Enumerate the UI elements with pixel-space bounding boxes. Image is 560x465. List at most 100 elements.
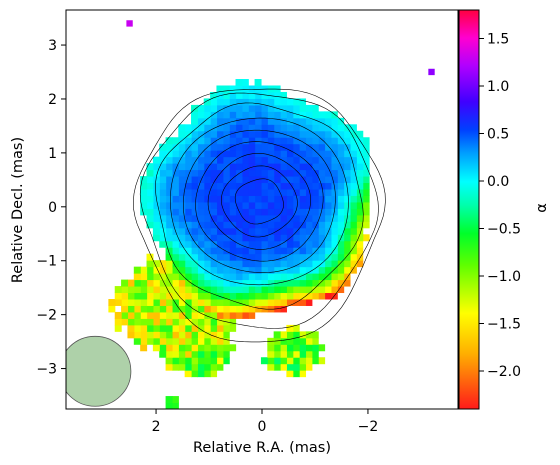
map-pixel [356,247,364,255]
map-pixel [273,150,281,158]
map-pixel [229,227,237,235]
map-pixel [286,189,294,196]
map-pixel [248,137,256,145]
map-pixel [273,273,281,281]
map-pixel [273,337,281,345]
map-pixel [248,201,256,209]
map-pixel [248,253,256,261]
map-pixel [292,189,300,196]
map-pixel [178,292,186,300]
map-pixel [324,130,332,138]
map-pixel [133,266,141,274]
map-pixel [337,279,345,287]
map-pixel [191,201,198,209]
map-pixel [178,363,186,371]
map-pixel [229,253,237,261]
map-pixel [356,227,364,235]
map-pixel [203,363,211,371]
map-pixel [197,305,205,313]
map-pixel [235,182,243,190]
map-pixel [299,266,307,274]
map-pixel [299,201,307,209]
map-pixel [267,208,275,216]
map-pixel [216,273,224,281]
map-pixel [305,221,313,229]
map-pixel [140,182,148,190]
map-pixel [292,363,300,371]
map-pixel [121,311,129,319]
colorbar-tick-label: −2.0 [487,364,521,380]
map-pixel [254,169,262,177]
map-pixel [203,124,211,132]
map-pixel [197,363,205,371]
map-pixel [159,195,167,203]
map-pixel [318,111,326,119]
map-pixel [184,201,192,209]
map-pixel [267,104,275,112]
map-pixel [203,111,211,119]
map-pixel [248,124,256,132]
map-pixel [286,104,294,112]
map-pixel [305,292,313,300]
map-pixel [267,137,275,145]
map-pixel [311,221,319,229]
map-pixel [260,201,268,209]
map-pixel [197,195,205,203]
map-pixel [229,176,237,184]
map-pixel [178,143,186,151]
map-pixel [311,357,319,365]
map-pixel [299,247,307,255]
map-pixel [127,292,135,300]
map-pixel [305,201,313,209]
contour-line [132,88,386,343]
map-pixel [362,163,370,171]
map-pixel [286,163,294,171]
map-pixel [197,357,205,365]
map-pixel [343,208,351,216]
map-pixel [299,117,307,125]
map-pixel [356,182,364,190]
map-pixel [165,214,173,222]
map-pixel [210,227,218,235]
map-pixel [171,169,179,177]
map-pixel [178,189,186,196]
map-pixel [241,98,249,106]
map-pixel [152,260,160,268]
beam-shape [66,335,132,407]
map-pixel [191,311,198,319]
map-pixel [254,137,262,145]
map-pixel [171,156,179,164]
map-pixel [171,253,179,261]
map-pixel [152,273,160,281]
map-pixel [299,214,307,222]
map-pixel [184,182,192,190]
map-pixel [203,195,211,203]
map-pixel [121,318,129,326]
map-pixel [356,156,364,164]
map-pixel [299,104,307,112]
map-pixel [286,214,294,222]
map-pixel [235,286,243,294]
map-pixel [299,234,307,242]
map-pixel [280,221,287,229]
map-pixel [216,124,224,132]
map-pixel [305,195,313,203]
map-pixel [229,292,237,300]
map-pixel [299,124,307,132]
map-pixel [280,292,287,300]
map-pixel [273,143,281,151]
map-pixel [267,350,275,358]
y-tick-label: −1 [36,254,57,270]
map-pixel [273,234,281,242]
map-pixel [235,117,243,125]
map-pixel [324,227,332,235]
map-pixel [299,273,307,281]
colorbar-tick-label: −0.5 [487,222,521,238]
map-pixel [311,143,319,151]
map-pixel [210,143,218,151]
map-pixel [191,344,198,352]
map-pixel [216,182,224,190]
map-pixel [191,279,198,287]
map-pixel [254,182,262,190]
map-pixel [210,331,218,339]
